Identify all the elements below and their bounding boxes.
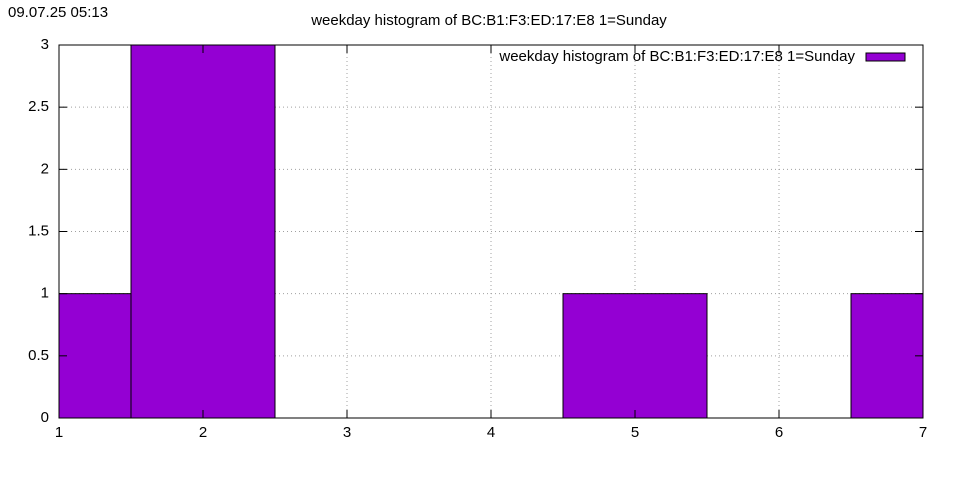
axes: 0 0.5 1 1.5 2 2.5 3 1 2 3 4 5 6 7 weekday histogram of… — [28, 36, 927, 441]
y-tick-label: 2.5 — [28, 98, 49, 115]
chart-title: weekday histogram of BC:B1:F3:ED:17:E8 1… — [310, 12, 667, 29]
timestamp: 09.07.25 05:13 — [8, 4, 108, 21]
x-tick-label: 2 — [199, 424, 207, 441]
bar — [130, 45, 276, 418]
x-tick-label: 3 — [343, 424, 351, 441]
bar — [850, 293, 923, 418]
y-tick-label: 0.5 — [28, 347, 49, 364]
bars — [59, 45, 923, 418]
y-tick-label: 2 — [41, 160, 49, 177]
y-tick-label: 1.5 — [28, 222, 49, 239]
legend-label: weekday histogram of BC:B1:F3:ED:17:E8 1… — [498, 48, 855, 65]
x-tick-label: 7 — [919, 424, 927, 441]
y-tick-label: 0 — [41, 409, 49, 426]
x-tick-label: 6 — [775, 424, 783, 441]
y-tick-label: 3 — [41, 36, 49, 53]
x-tick-label: 1 — [55, 424, 63, 441]
legend-swatch — [865, 52, 906, 62]
plot-frame — [58, 44, 924, 419]
y-tick-label: 1 — [41, 285, 49, 302]
x-tick-label: 5 — [631, 424, 639, 441]
x-tick-label: 4 — [487, 424, 495, 441]
bar — [562, 293, 708, 418]
